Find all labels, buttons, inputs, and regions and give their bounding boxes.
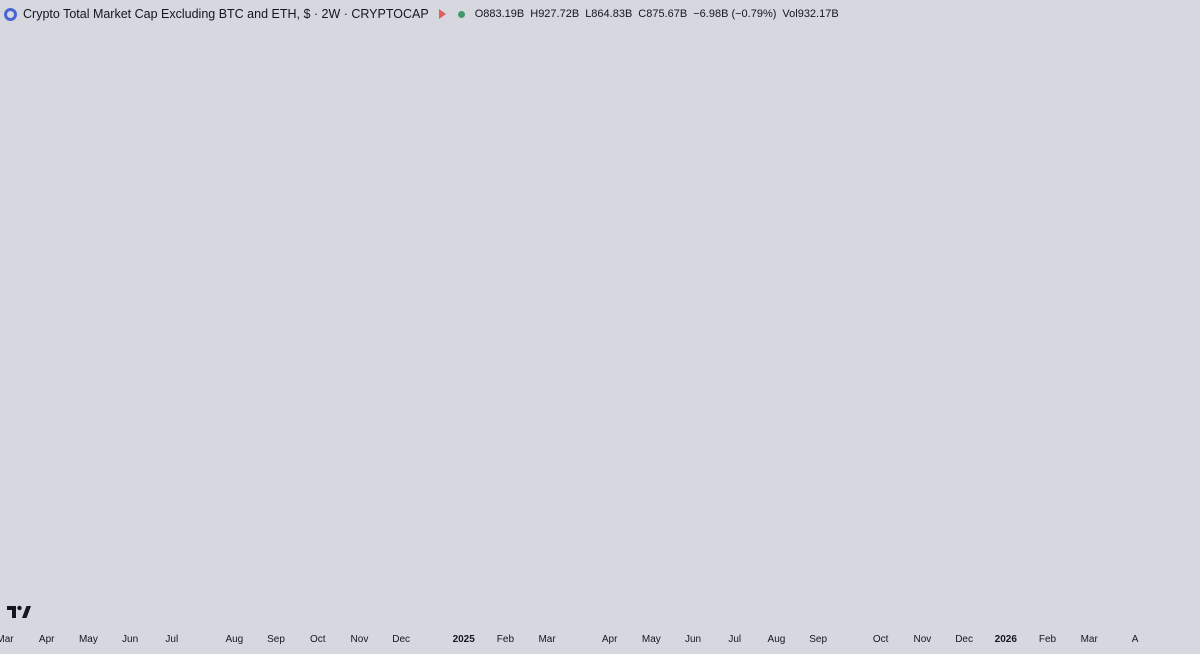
time-tick-label: Jul bbox=[728, 634, 741, 645]
time-tick-label: Apr bbox=[39, 634, 55, 645]
flag-icon[interactable] bbox=[438, 9, 446, 19]
open-value: O883.19B bbox=[474, 8, 525, 20]
symbol-title[interactable]: Crypto Total Market Cap Excluding BTC an… bbox=[23, 7, 429, 21]
time-axis[interactable]: Mar Apr May Jun Jul Aug Sep Oct Nov Dec 2025 Feb Mar… bbox=[0, 634, 1139, 645]
change-value: −6.98B (−0.79%) bbox=[693, 8, 777, 20]
time-tick-label: 2026 bbox=[995, 634, 1018, 645]
time-tick-label: Aug bbox=[225, 634, 243, 645]
time-tick-label: A bbox=[1132, 634, 1139, 645]
time-tick-label: Mar bbox=[538, 634, 556, 645]
time-tick-label: Jun bbox=[122, 634, 138, 645]
time-tick-label: Sep bbox=[809, 634, 827, 645]
time-tick-label: Dec bbox=[955, 634, 973, 645]
time-tick-label: Nov bbox=[351, 634, 369, 645]
time-tick-label: May bbox=[79, 634, 98, 645]
symbol-logo-icon bbox=[4, 7, 17, 21]
close-value: C875.67B bbox=[638, 8, 688, 20]
time-tick-label: Nov bbox=[914, 634, 932, 645]
tradingview-logo-icon[interactable] bbox=[7, 604, 31, 620]
time-tick-label: Aug bbox=[768, 634, 786, 645]
time-tick-label: Feb bbox=[497, 634, 515, 645]
high-value: H927.72B bbox=[530, 8, 580, 20]
time-tick-label: Dec bbox=[392, 634, 410, 645]
time-tick-label: Feb bbox=[1039, 634, 1057, 645]
time-tick-label: Sep bbox=[267, 634, 285, 645]
time-tick-label: Jul bbox=[165, 634, 178, 645]
time-tick-label: Oct bbox=[873, 634, 889, 645]
volume-value: Vol932.17B bbox=[782, 8, 839, 20]
chart-header: Crypto Total Market Cap Excluding BTC an… bbox=[4, 5, 839, 23]
time-tick-label: Mar bbox=[0, 634, 14, 645]
ohlc-values: O883.19B H927.72B L864.83B C875.67B −6.9… bbox=[475, 8, 839, 20]
market-status-icon bbox=[457, 10, 465, 18]
time-tick-label: 2025 bbox=[453, 634, 476, 645]
time-tick-label: Oct bbox=[310, 634, 326, 645]
time-tick-label: Jun bbox=[685, 634, 701, 645]
time-tick-label: May bbox=[642, 634, 661, 645]
time-tick-label: Apr bbox=[602, 634, 618, 645]
low-value: L864.83B bbox=[585, 8, 633, 20]
time-tick-label: Mar bbox=[1081, 634, 1099, 645]
